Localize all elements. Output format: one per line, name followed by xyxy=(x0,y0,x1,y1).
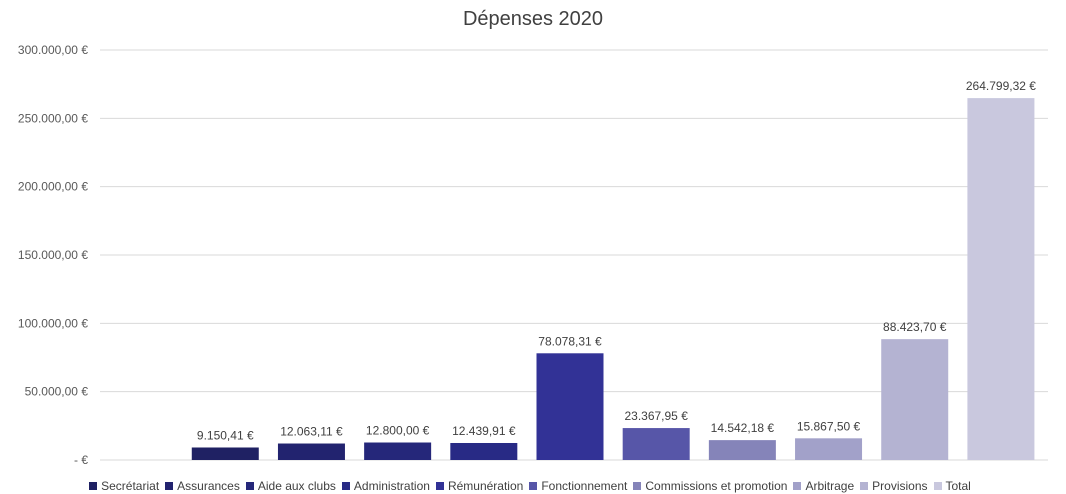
legend-item: Total xyxy=(933,479,971,493)
legend-swatch xyxy=(341,482,350,490)
y-tick-label: 150.000,00 € xyxy=(18,248,88,262)
data-label: 12.800,00 € xyxy=(366,424,430,438)
bar-fonctionnement xyxy=(622,428,690,460)
legend-swatch xyxy=(933,482,942,490)
legend-item: Rémunération xyxy=(435,479,524,493)
bar-provisions xyxy=(881,339,949,460)
y-tick-label: 250.000,00 € xyxy=(18,111,88,125)
legend-label: Secrétariat xyxy=(101,479,160,493)
legend-label: Provisions xyxy=(872,479,928,493)
data-label: 23.367,95 € xyxy=(624,409,688,423)
legend-swatch xyxy=(165,482,174,490)
legend-item: Commissions et promotion xyxy=(633,479,787,493)
y-tick-label: 50.000,00 € xyxy=(25,385,89,399)
legend: Secrétariat Assurances Aide aux clubs Admin… xyxy=(0,478,1066,494)
legend-label: Aide aux clubs xyxy=(257,479,336,493)
legend-item: Aide aux clubs xyxy=(245,479,336,493)
chart-title: Dépenses 2020 xyxy=(462,8,604,30)
data-label: 264.799,32 € xyxy=(966,79,1036,93)
legend-item: Secrétariat xyxy=(89,479,159,493)
data-label: 78.078,31 € xyxy=(538,334,602,348)
data-labels: 9.150,41 € 12.063,11 € 12.800,00 € 12.439,9… xyxy=(197,79,1036,442)
legend-swatch xyxy=(435,482,444,490)
data-label: 12.439,91 € xyxy=(452,424,516,438)
legend-swatch xyxy=(245,482,254,490)
bar-assurances xyxy=(277,443,345,460)
legend-label: Administration xyxy=(353,479,430,493)
bar-arbitrage xyxy=(795,438,863,460)
legend-item: Fonctionnement xyxy=(529,479,627,493)
y-tick-label: - € xyxy=(74,453,88,467)
legend-swatch xyxy=(860,482,869,490)
y-tick-label: 300.000,00 € xyxy=(18,43,88,57)
legend-item: Administration xyxy=(341,479,430,493)
y-axis-tick-labels: - € 50.000,00 € 100.000,00 € 150.000,00 € 20… xyxy=(18,43,88,467)
legend-swatch xyxy=(793,482,802,490)
data-label: 15.867,50 € xyxy=(797,419,861,433)
data-label: 9.150,41 € xyxy=(197,428,254,442)
bar-aide-aux-clubs xyxy=(364,442,432,460)
data-label: 88.423,70 € xyxy=(883,320,947,334)
legend-label: Arbitrage xyxy=(805,479,855,493)
bar-secretariat xyxy=(191,447,259,460)
bar-commissions-et-promotion xyxy=(708,440,776,460)
y-tick-label: 100.000,00 € xyxy=(18,316,88,330)
legend-item: Arbitrage xyxy=(793,479,854,493)
legend-label: Fonctionnement xyxy=(541,479,628,493)
legend-item: Assurances xyxy=(165,479,240,493)
legend-label: Assurances xyxy=(177,479,240,493)
legend-label: Rémunération xyxy=(447,479,524,493)
legend-swatch xyxy=(633,482,642,490)
legend-item: Provisions xyxy=(860,479,928,493)
data-label: 14.542,18 € xyxy=(711,421,775,435)
legend-label: Total xyxy=(945,479,971,493)
legend-swatch xyxy=(89,482,98,490)
bar-remuneration xyxy=(536,353,604,460)
y-tick-label: 200.000,00 € xyxy=(18,180,88,194)
bars xyxy=(191,98,1035,460)
bar-total xyxy=(967,98,1035,460)
bar-administration xyxy=(450,442,518,460)
legend-swatch xyxy=(529,482,538,490)
legend-label: Commissions et promotion xyxy=(645,479,788,493)
data-label: 12.063,11 € xyxy=(280,425,343,439)
